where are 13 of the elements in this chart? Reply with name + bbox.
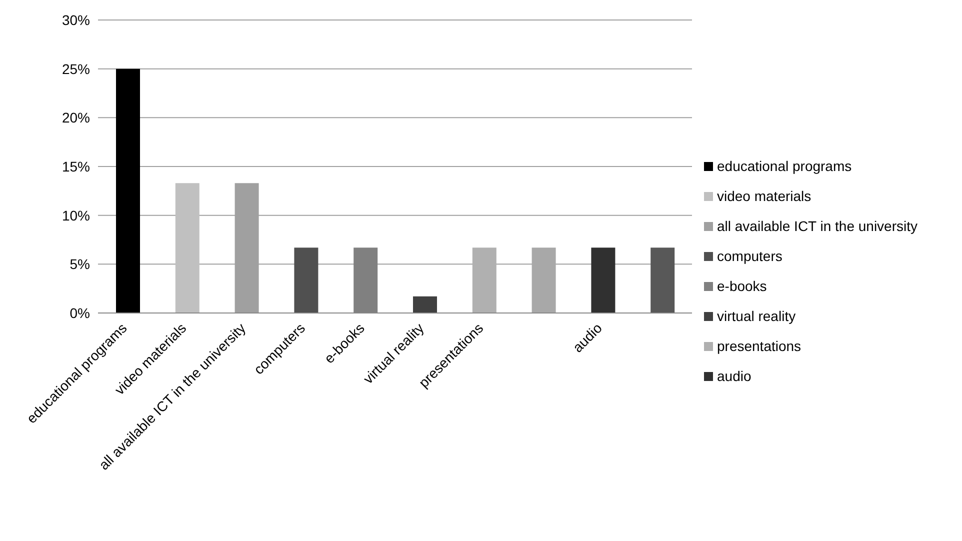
- legend-label: video materials: [717, 188, 812, 204]
- y-tick-label: 30%: [62, 12, 90, 28]
- y-tick-label: 25%: [62, 60, 90, 77]
- legend-label: educational programs: [717, 158, 852, 174]
- legend-label: all available ICT in the university: [717, 218, 918, 234]
- y-tick-label: 20%: [62, 110, 90, 126]
- y-tick-label: 0%: [70, 304, 90, 321]
- legend-label: e-books: [717, 278, 767, 294]
- y-tick-label: 15%: [62, 158, 90, 174]
- y-tick-label: 10%: [62, 207, 90, 224]
- y-tick-label: 5%: [70, 256, 90, 272]
- legend-label: computers: [717, 248, 782, 264]
- legend-label: virtual reality: [717, 308, 796, 324]
